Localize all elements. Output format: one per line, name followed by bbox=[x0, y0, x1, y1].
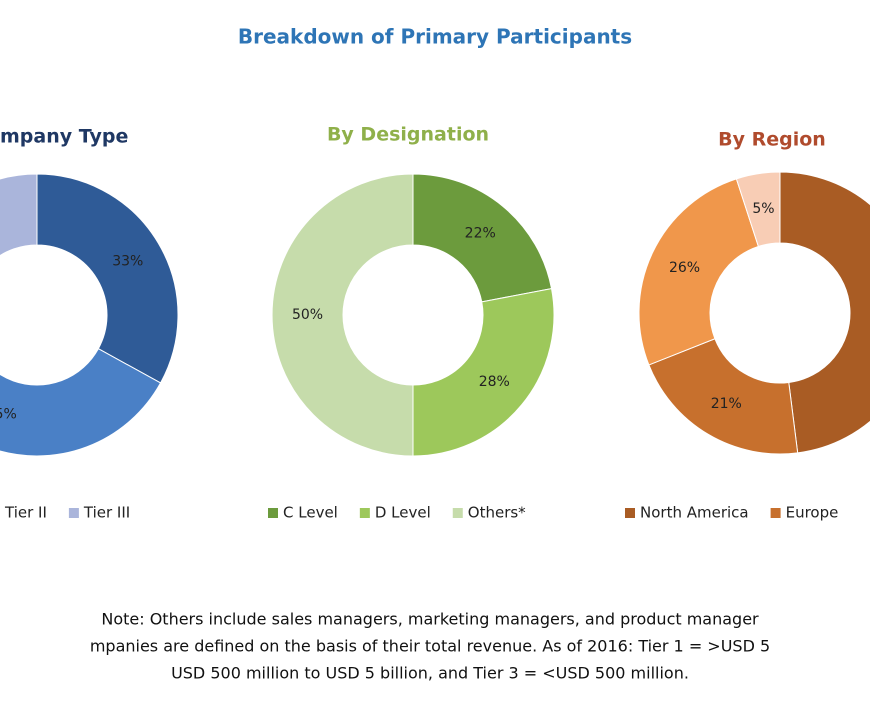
legend-swatch bbox=[359, 508, 370, 518]
chart-title: By Region bbox=[718, 129, 826, 151]
chart-title: By Designation bbox=[327, 124, 489, 146]
note-line: mpanies are defined on the basis of thei… bbox=[90, 637, 770, 656]
data-label: 26% bbox=[669, 260, 700, 276]
data-label: 33% bbox=[112, 253, 143, 269]
donut-slice bbox=[412, 287, 555, 457]
note-line: USD 500 million to USD 5 billion, and Ti… bbox=[171, 664, 689, 683]
legend-swatch bbox=[625, 508, 635, 518]
data-label: 50% bbox=[292, 307, 323, 323]
donut-slice bbox=[412, 173, 553, 303]
legend-label: Others* bbox=[468, 504, 526, 522]
data-label: 45% bbox=[0, 406, 17, 422]
data-label: 28% bbox=[479, 374, 510, 390]
data-label: 22% bbox=[465, 226, 496, 242]
legend-label: D Level bbox=[375, 504, 431, 522]
legend-swatch bbox=[452, 508, 463, 518]
main-title: Breakdown of Primary Participants bbox=[238, 25, 632, 49]
donut-slice bbox=[638, 178, 759, 366]
donut-slice bbox=[648, 338, 799, 455]
chart-title: mpany Type bbox=[0, 126, 128, 148]
legend-label: Tier III bbox=[83, 504, 130, 522]
legend-swatch bbox=[268, 508, 278, 518]
legend-label: C Level bbox=[283, 504, 338, 522]
donut-slice bbox=[779, 171, 870, 454]
data-label: 5% bbox=[752, 201, 774, 217]
note-line: Note: Others include sales managers, mar… bbox=[101, 610, 759, 629]
legend-swatch bbox=[68, 508, 79, 518]
legend-swatch bbox=[770, 508, 781, 518]
legend-label: Tier II bbox=[4, 504, 47, 522]
donut-slice bbox=[271, 173, 414, 457]
donut-slice bbox=[0, 348, 162, 457]
legend-label: Europe bbox=[786, 504, 839, 522]
legend-label: North America bbox=[640, 504, 749, 522]
data-label: 21% bbox=[711, 396, 742, 412]
donut-slice bbox=[735, 171, 781, 248]
donut-slice bbox=[36, 173, 179, 384]
donut-slice bbox=[0, 173, 38, 257]
